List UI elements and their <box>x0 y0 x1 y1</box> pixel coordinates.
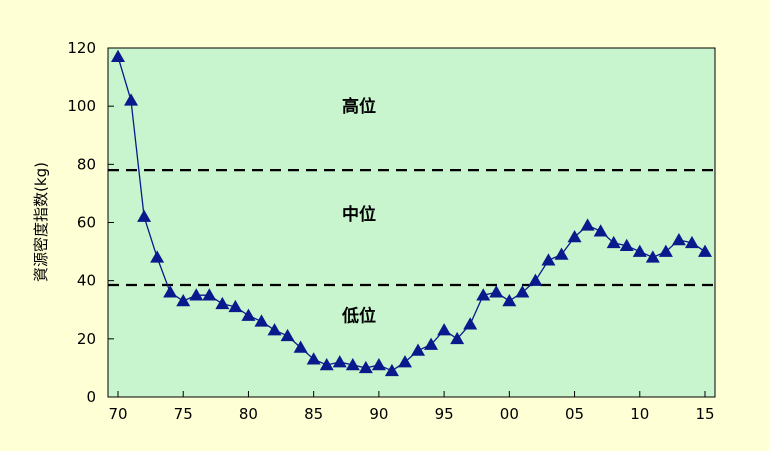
data-point-marker <box>345 358 360 371</box>
zone-label: 高位 <box>342 96 376 117</box>
data-point-marker <box>215 296 230 310</box>
data-point-marker <box>554 247 569 260</box>
x-tick-label: 90 <box>369 405 388 423</box>
x-tick-label: 10 <box>630 405 649 423</box>
data-point-marker <box>202 288 217 301</box>
data-point-marker <box>319 358 334 371</box>
data-point-marker <box>528 273 543 286</box>
data-point-marker <box>411 343 426 356</box>
series-group <box>111 49 712 377</box>
data-point-marker <box>371 358 386 371</box>
data-point-marker <box>606 235 621 249</box>
data-point-marker <box>437 323 452 336</box>
y-axis-label: 資源密度指数(kg) <box>32 162 50 282</box>
data-point-marker <box>150 250 165 263</box>
data-point-marker <box>280 328 295 342</box>
y-tick-label: 120 <box>67 39 96 57</box>
y-tick-label: 40 <box>77 272 96 290</box>
data-point-marker <box>463 317 478 330</box>
data-point-marker <box>293 340 308 353</box>
y-tick-label: 20 <box>77 330 96 348</box>
data-point-marker <box>671 232 686 246</box>
data-point-marker <box>228 299 243 313</box>
data-point-marker <box>580 218 595 231</box>
y-tick-label: 0 <box>86 388 96 406</box>
data-point-marker <box>124 93 139 106</box>
zone-label: 低位 <box>341 306 376 327</box>
plot-area <box>107 47 716 398</box>
data-point-marker <box>176 294 191 307</box>
data-point-marker <box>632 244 647 257</box>
data-point-marker <box>306 352 321 365</box>
data-point-marker <box>476 288 491 301</box>
data-point-marker <box>254 314 269 327</box>
x-tick-label: 95 <box>435 405 454 423</box>
data-point-marker <box>502 294 517 307</box>
data-point-marker <box>515 285 530 298</box>
threshold-lines <box>108 169 715 287</box>
series-line <box>117 56 706 372</box>
zone-label: 中位 <box>342 204 376 225</box>
x-tick-label: 00 <box>500 405 519 423</box>
data-point-marker <box>645 250 660 263</box>
data-point-marker <box>111 49 125 62</box>
x-tick-label: 05 <box>565 405 584 423</box>
data-point-marker <box>593 224 608 237</box>
data-point-marker <box>567 230 582 243</box>
data-point-marker <box>698 244 712 257</box>
data-point-marker <box>163 285 178 298</box>
data-point-marker <box>684 235 699 249</box>
x-tick-label: 15 <box>695 405 714 423</box>
data-point-marker <box>137 209 152 222</box>
data-point-marker <box>619 238 634 252</box>
axes: 0 20 40 60 80 100 120 70 75 80 85 90 95 00 05 10 15 <box>67 39 714 423</box>
x-tick-label: 85 <box>304 405 323 423</box>
data-point-marker <box>397 355 412 368</box>
data-point-marker <box>658 244 673 257</box>
data-point-marker <box>450 331 465 345</box>
y-tick-label: 80 <box>77 155 96 173</box>
data-point-marker <box>189 288 204 301</box>
data-point-marker <box>384 363 399 377</box>
data-point-marker <box>541 253 556 266</box>
data-point-marker <box>489 285 504 298</box>
y-tick-label: 100 <box>67 97 96 115</box>
data-point-marker <box>332 355 347 368</box>
y-tick-label: 60 <box>77 214 96 232</box>
x-tick-label: 75 <box>174 405 193 423</box>
data-point-marker <box>267 323 282 336</box>
data-point-marker <box>358 360 373 374</box>
x-tick-label: 80 <box>239 405 258 423</box>
data-point-marker <box>424 337 439 350</box>
data-point-marker <box>241 308 256 321</box>
x-tick-label: 70 <box>108 405 127 423</box>
